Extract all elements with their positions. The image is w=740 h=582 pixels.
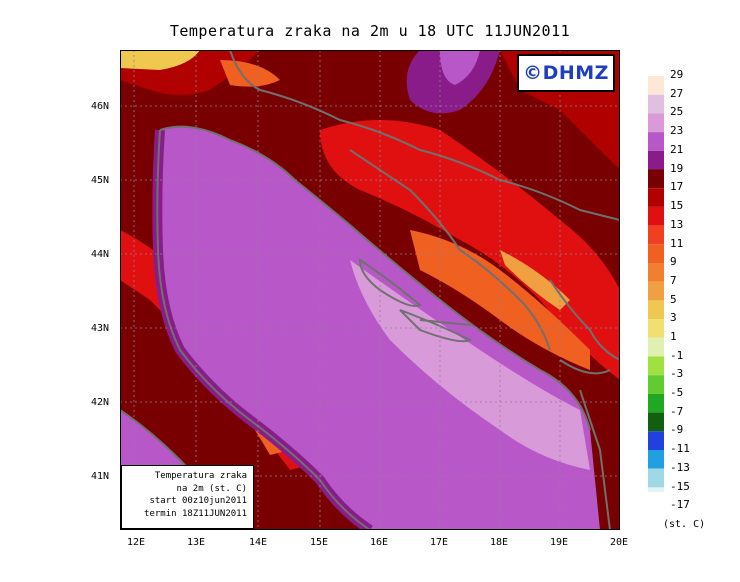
legend-label: -1	[670, 349, 684, 362]
legend-swatch	[648, 337, 664, 357]
lon-label: 17E	[430, 537, 449, 548]
island-outline	[419, 319, 471, 326]
legend-swatch	[648, 206, 664, 226]
legend-swatch	[648, 94, 664, 114]
legend-swatch	[648, 356, 664, 376]
info-line: start 00z10jun2011	[149, 496, 247, 506]
legend-label: 29	[670, 68, 684, 81]
legend-swatch	[648, 169, 664, 189]
coastline-east	[159, 125, 591, 431]
lat-label: 45N	[91, 175, 110, 186]
legend-label: -13	[670, 461, 690, 474]
land-north-yellow	[120, 50, 200, 70]
legend-swatch	[648, 487, 664, 492]
legend-swatch	[648, 468, 664, 488]
temperature-map	[120, 50, 620, 530]
legend-unit: (st. C)	[663, 519, 706, 530]
legend-swatch	[648, 412, 664, 432]
map-border	[120, 50, 620, 530]
lat-label: 46N	[91, 101, 110, 112]
legend-swatch	[648, 76, 664, 95]
info-line: na 2m (st. C)	[176, 483, 247, 494]
lon-label: 16E	[370, 537, 389, 548]
lat-label: 43N	[91, 323, 110, 334]
legend-label: -11	[670, 442, 690, 455]
legend-label: 3	[670, 311, 677, 324]
land-hot-band	[320, 120, 620, 380]
country-border	[579, 389, 611, 530]
legend-swatch	[648, 225, 664, 245]
lon-label: 19E	[550, 537, 569, 548]
legend-swatch	[648, 375, 664, 394]
legend-swatch	[648, 431, 664, 450]
legend-swatch	[648, 244, 664, 263]
map-canvas	[120, 50, 620, 530]
legend-swatch	[648, 319, 664, 338]
legend-label: 21	[670, 143, 684, 156]
legend-label: -15	[670, 480, 690, 493]
land-very-hot	[500, 250, 570, 310]
legend-label: 19	[670, 162, 684, 175]
dhmz-logo: ©DHMZ	[517, 54, 615, 92]
page-title: Temperatura zraka na 2m u 18 UTC 11JUN20…	[169, 22, 571, 40]
legend-label: 11	[670, 237, 684, 250]
legend-swatch	[648, 450, 664, 469]
land-cool-core	[440, 50, 480, 85]
legend-label: -5	[670, 386, 684, 399]
legend-swatch	[648, 263, 664, 282]
legend-label: -17	[670, 498, 690, 511]
lat-label: 42N	[91, 397, 110, 408]
land-north-orange	[220, 60, 280, 87]
legend-label: 17	[670, 180, 684, 193]
legend-label: 9	[670, 255, 677, 268]
legend-label: 13	[670, 218, 684, 231]
lon-label: 13E	[187, 537, 206, 548]
legend-label: 25	[670, 105, 684, 118]
color-legend	[648, 76, 664, 492]
country-border	[229, 50, 620, 221]
lon-label: 18E	[490, 537, 509, 548]
legend-swatch	[648, 300, 664, 320]
legend-label: 1	[670, 330, 677, 343]
info-line: Temperatura zraka	[154, 471, 247, 481]
country-border	[349, 149, 551, 351]
legend-label: 7	[670, 274, 677, 287]
legend-swatch	[648, 150, 664, 170]
lon-label: 15E	[310, 537, 329, 548]
sea-warm-field	[350, 260, 590, 470]
legend-swatch	[648, 113, 664, 133]
legend-swatch	[648, 281, 664, 301]
country-border	[549, 279, 620, 361]
lon-label: 12E	[127, 537, 146, 548]
legend-label: 23	[670, 124, 684, 137]
legend-label: 27	[670, 87, 684, 100]
lat-label: 41N	[91, 471, 110, 482]
info-box: Temperatura zraka na 2m (st. C) start 00…	[121, 465, 254, 529]
legend-swatch	[648, 188, 664, 207]
country-border	[559, 359, 611, 375]
legend-swatch	[648, 393, 664, 413]
legend-label: 5	[670, 293, 677, 306]
island-outline	[399, 309, 473, 343]
legend-label: 15	[670, 199, 684, 212]
lat-label: 44N	[91, 249, 110, 260]
legend-label: -3	[670, 367, 684, 380]
lon-label: 14E	[249, 537, 268, 548]
info-line: termin 18Z11JUN2011	[144, 508, 247, 519]
legend-swatch	[648, 132, 664, 151]
lon-label: 20E	[610, 537, 629, 548]
grid-lines	[120, 50, 620, 530]
island-outline	[358, 258, 422, 307]
legend-label: -9	[670, 423, 684, 436]
legend-label: -7	[670, 405, 684, 418]
